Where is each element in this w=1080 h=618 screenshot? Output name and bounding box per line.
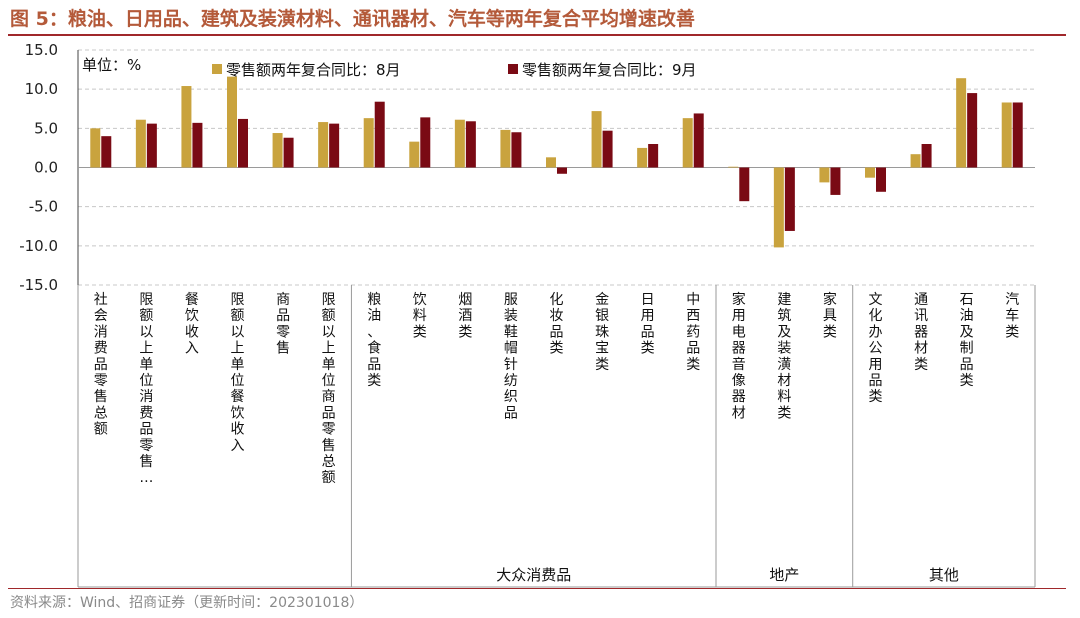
bar-sep bbox=[648, 144, 659, 168]
bar-aug bbox=[227, 76, 237, 168]
y-tick-label: 0.0 bbox=[34, 159, 58, 177]
bar-sep bbox=[876, 167, 886, 192]
category-label: 通讯器材类 bbox=[914, 292, 928, 373]
y-tick-label: -15.0 bbox=[19, 276, 58, 294]
category-label: 粮油、食品类 bbox=[367, 292, 381, 389]
bar-sep bbox=[511, 132, 522, 168]
category-label: 中西药品类 bbox=[686, 292, 700, 373]
bar-aug bbox=[728, 166, 739, 168]
bar-sep bbox=[283, 137, 294, 168]
figure-title: 图 5：粮油、日用品、建筑及装潢材料、通讯器材、汽车等两年复合平均增速改善 bbox=[10, 8, 695, 30]
category-label: 饮料类 bbox=[413, 292, 427, 340]
bar-aug bbox=[637, 147, 648, 168]
bar-aug bbox=[90, 128, 101, 168]
category-label: 限额以上单位商品零售总额 bbox=[322, 292, 336, 486]
bar-aug bbox=[181, 86, 192, 168]
category-labels: 社会消费品零售总额 限额以上单位消费品零售… 餐饮收入 限额以上单位餐饮收入 商品零售 限… bbox=[94, 291, 1019, 486]
bar-aug bbox=[910, 154, 921, 168]
bar-sep bbox=[784, 167, 795, 231]
y-tick-label: 5.0 bbox=[34, 119, 58, 137]
y-tick-label: 10.0 bbox=[25, 80, 58, 98]
group-label: 大众消费品 bbox=[496, 566, 571, 584]
category-label: 建筑及装潢材料类 bbox=[777, 292, 791, 421]
category-label: 石油及制品类 bbox=[960, 292, 974, 389]
bar-sep bbox=[329, 123, 340, 168]
category-label: 社会消费品零售总额 bbox=[94, 292, 108, 438]
category-label: 餐饮收入 bbox=[185, 292, 199, 357]
legend-swatch bbox=[508, 64, 518, 74]
bar-sep bbox=[238, 118, 248, 168]
category-label: 日用品类 bbox=[641, 292, 655, 357]
legend: 零售额两年复合同比：8月 零售额两年复合同比：9月 bbox=[212, 61, 697, 79]
bar-aug bbox=[454, 119, 465, 168]
category-label: 家用电器音像器材 bbox=[732, 291, 746, 421]
source-divider bbox=[8, 588, 1066, 589]
bar-sep bbox=[830, 167, 841, 195]
category-label: 限额以上单位餐饮收入 bbox=[231, 292, 245, 454]
title-divider bbox=[8, 34, 1066, 36]
category-label: 烟酒类 bbox=[458, 292, 472, 340]
bar-aug bbox=[272, 133, 283, 168]
bar-aug bbox=[1001, 102, 1012, 168]
category-label: 家具类 bbox=[823, 291, 837, 340]
bar-aug bbox=[409, 141, 420, 168]
group-label: 其他 bbox=[929, 566, 959, 584]
y-tick-label: -10.0 bbox=[19, 237, 58, 255]
y-tick-label: 15.0 bbox=[25, 41, 58, 59]
legend-swatch bbox=[212, 64, 222, 74]
gridlines bbox=[78, 49, 1035, 286]
bar-aug bbox=[819, 167, 830, 183]
bar-chart: 15.0 10.0 5.0 0.0 -5.0 -10.0 -15.0 社会消费品零售总额 限额… bbox=[19, 41, 1036, 588]
group-label: 地产 bbox=[769, 566, 799, 584]
bar-aug bbox=[546, 157, 556, 168]
category-label: 服装鞋帽针纺织品 bbox=[504, 292, 518, 421]
bar-aug bbox=[318, 122, 329, 168]
category-label: 金银珠宝类 bbox=[595, 292, 609, 373]
bar-sep bbox=[967, 93, 978, 168]
source-note: 资料来源：Wind、招商证券（更新时间：202301018） bbox=[10, 595, 364, 611]
bar-aug bbox=[865, 167, 875, 178]
bar-aug bbox=[956, 78, 967, 168]
category-label: 汽车类 bbox=[1005, 292, 1019, 340]
bar-aug bbox=[363, 118, 374, 168]
bar-sep bbox=[602, 130, 613, 168]
bar-aug bbox=[682, 118, 693, 168]
category-label: 商品零售 bbox=[276, 292, 290, 357]
bar-sep bbox=[557, 167, 567, 174]
bar-aug bbox=[135, 119, 146, 168]
unit-label: 单位：% bbox=[82, 56, 141, 74]
bars bbox=[90, 76, 1023, 248]
bar-sep bbox=[101, 136, 112, 168]
bar-sep bbox=[146, 123, 157, 168]
bar-sep bbox=[420, 117, 431, 168]
category-label: 限额以上单位消费品零售… bbox=[139, 292, 153, 486]
y-tick-label: -5.0 bbox=[29, 198, 58, 216]
bar-sep bbox=[1012, 102, 1023, 168]
bar-aug bbox=[591, 111, 602, 168]
category-label: 化妆品类 bbox=[550, 292, 564, 357]
bar-sep bbox=[739, 167, 750, 202]
legend-label: 零售额两年复合同比：8月 bbox=[226, 61, 401, 79]
bar-sep bbox=[921, 144, 932, 168]
bar-sep bbox=[465, 121, 476, 168]
bar-aug bbox=[500, 129, 511, 168]
y-axis: 15.0 10.0 5.0 0.0 -5.0 -10.0 -15.0 bbox=[19, 41, 1035, 294]
legend-label: 零售额两年复合同比：9月 bbox=[522, 61, 697, 79]
bar-sep bbox=[693, 113, 704, 168]
category-groups: 大众消费品 地产 其他 bbox=[77, 285, 1036, 588]
bar-aug bbox=[773, 167, 784, 248]
bar-sep bbox=[374, 101, 385, 168]
category-label: 文化办公用品类 bbox=[869, 292, 883, 405]
bar-sep bbox=[192, 122, 203, 168]
